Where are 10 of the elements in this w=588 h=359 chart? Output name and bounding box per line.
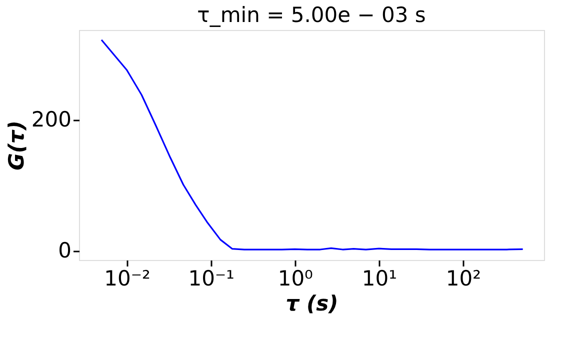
x-tick-label: 10¹ [362, 266, 398, 290]
x-axis-title: τ (s) [286, 292, 338, 316]
y-axis-title: G(τ) [4, 120, 28, 170]
y-tick-label: 0 [58, 238, 72, 262]
x-tick-label: 10⁰ [278, 266, 313, 290]
x-tick-label: 10⁻¹ [188, 266, 234, 290]
x-tick-label: 10² [446, 266, 482, 290]
chart-title: τ_min = 5.00e − 03 s [197, 3, 426, 27]
y-tick-label: 200 [31, 107, 72, 132]
x-tick-label: 10⁻² [104, 266, 150, 290]
